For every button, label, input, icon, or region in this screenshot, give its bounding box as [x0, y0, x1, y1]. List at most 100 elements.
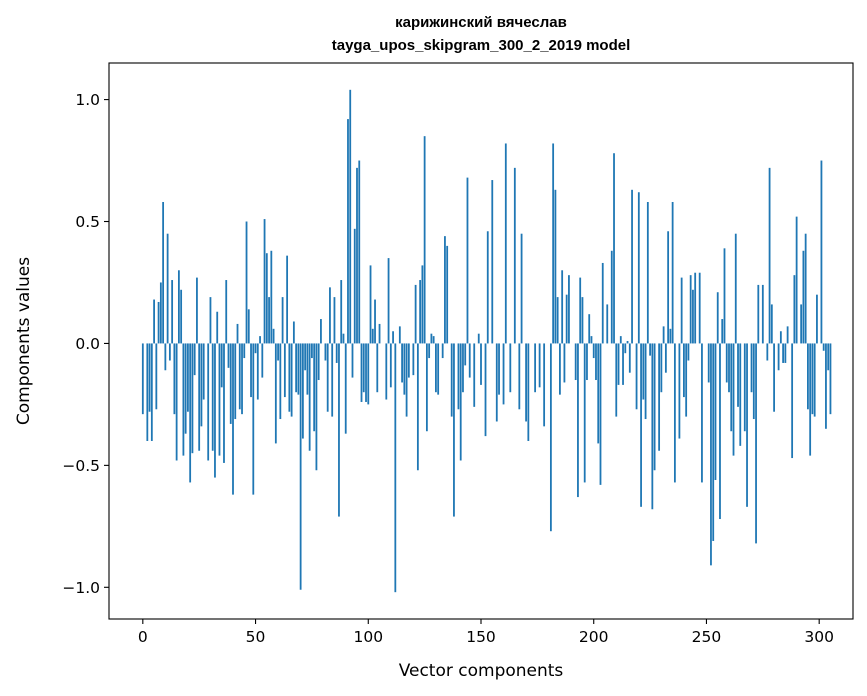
- bar-component-220: [637, 192, 640, 344]
- bar-component-53: [261, 343, 264, 378]
- bar-component-243: [689, 275, 692, 344]
- bar-component-182: [552, 143, 555, 344]
- bar-component-105: [378, 323, 381, 344]
- y-tick-label-0: 1.0: [75, 91, 100, 109]
- bar-component-238: [678, 343, 681, 439]
- bar-component-91: [347, 119, 349, 344]
- bar-component-17: [180, 289, 183, 344]
- bar-component-271: [752, 343, 755, 420]
- bar-component-120: [412, 343, 415, 376]
- bar-component-284: [782, 343, 785, 363]
- bar-component-26: [200, 343, 203, 427]
- y-tick-label-1: 0.5: [75, 213, 100, 231]
- bar-component-41: [234, 343, 237, 420]
- bar-component-224: [646, 202, 649, 344]
- bar-component-186: [561, 270, 564, 344]
- bar-component-184: [556, 297, 559, 344]
- x-tick-label-200: 200: [579, 628, 609, 646]
- bar-component-63: [283, 343, 286, 398]
- bar-component-103: [374, 299, 376, 344]
- bar-component-290: [795, 216, 798, 344]
- bar-component-304: [827, 343, 830, 371]
- bar-component-19: [184, 343, 187, 434]
- bar-component-279: [770, 304, 773, 344]
- bar-component-194: [579, 277, 582, 344]
- bar-component-167: [518, 343, 521, 410]
- bar-component-101: [369, 265, 372, 344]
- bar-component-127: [428, 343, 431, 359]
- bar-component-54: [263, 219, 266, 344]
- bar-component-248: [701, 343, 703, 483]
- bar-component-152: [484, 343, 487, 437]
- bar-component-232: [664, 343, 667, 373]
- bar-component-211: [617, 343, 620, 385]
- bar-component-204: [601, 262, 604, 344]
- bar-component-222: [642, 343, 645, 400]
- bar-component-86: [335, 343, 338, 363]
- bar-component-255: [716, 292, 719, 344]
- bar-component-97: [360, 343, 363, 402]
- bar-component-305: [829, 343, 832, 415]
- bar-component-79: [320, 319, 322, 344]
- bar-component-168: [520, 233, 523, 344]
- bar-component-38: [227, 343, 230, 368]
- bar-component-267: [743, 343, 746, 432]
- bar-component-256: [719, 343, 721, 520]
- bar-component-275: [761, 284, 764, 344]
- bar-component-254: [714, 343, 717, 480]
- bar-component-219: [635, 343, 638, 410]
- bar-component-258: [723, 248, 726, 344]
- bar-component-227: [653, 343, 656, 471]
- bar-component-161: [504, 143, 507, 344]
- bar-component-99: [365, 343, 367, 402]
- bar-component-303: [825, 343, 827, 429]
- bar-component-58: [272, 328, 275, 344]
- bar-component-32: [214, 343, 216, 478]
- bar-component-126: [425, 343, 428, 432]
- bar-component-229: [658, 343, 661, 451]
- bar-component-225: [649, 343, 651, 356]
- bar-component-214: [624, 343, 627, 354]
- chart-subtitle: tayga_upos_skipgram_300_2_2019 model: [332, 37, 631, 54]
- bar-component-185: [559, 343, 561, 395]
- bar-component-137: [450, 343, 453, 417]
- bar-component-85: [333, 297, 336, 344]
- bar-component-261: [730, 343, 733, 432]
- bar-component-128: [430, 333, 433, 344]
- bar-component-301: [820, 160, 823, 344]
- bar-component-57: [270, 250, 273, 344]
- bar-component-115: [401, 343, 403, 383]
- bar-component-74: [308, 343, 311, 451]
- bar-component-158: [498, 343, 500, 395]
- bar-component-7: [157, 301, 160, 344]
- bar-component-88: [340, 280, 343, 344]
- bar-component-94: [353, 228, 356, 344]
- bar-component-170: [525, 343, 527, 422]
- bar-component-285: [784, 343, 787, 363]
- x-tick-label-150: 150: [466, 628, 496, 646]
- bar-component-43: [238, 343, 241, 410]
- bar-component-133: [441, 343, 444, 359]
- bar-component-89: [342, 333, 345, 344]
- bar-component-200: [592, 343, 595, 359]
- bar-component-140: [457, 343, 460, 410]
- bar-component-50: [254, 343, 257, 354]
- bar-component-145: [468, 343, 471, 378]
- bar-component-96: [358, 160, 361, 344]
- bar-component-48: [250, 343, 252, 398]
- bar-component-302: [822, 343, 825, 351]
- bar-component-112: [394, 343, 397, 593]
- bar-component-0: [141, 343, 144, 415]
- bar-component-59: [274, 343, 277, 444]
- bar-component-165: [513, 167, 516, 344]
- bar-component-114: [398, 326, 401, 344]
- bar-component-93: [351, 343, 354, 378]
- bar-component-69: [297, 343, 300, 395]
- bar-component-257: [721, 319, 724, 344]
- bar-component-117: [405, 343, 408, 417]
- bar-component-66: [290, 343, 293, 417]
- bar-component-221: [640, 343, 642, 507]
- bar-component-8: [159, 282, 162, 344]
- bar-component-109: [387, 258, 390, 344]
